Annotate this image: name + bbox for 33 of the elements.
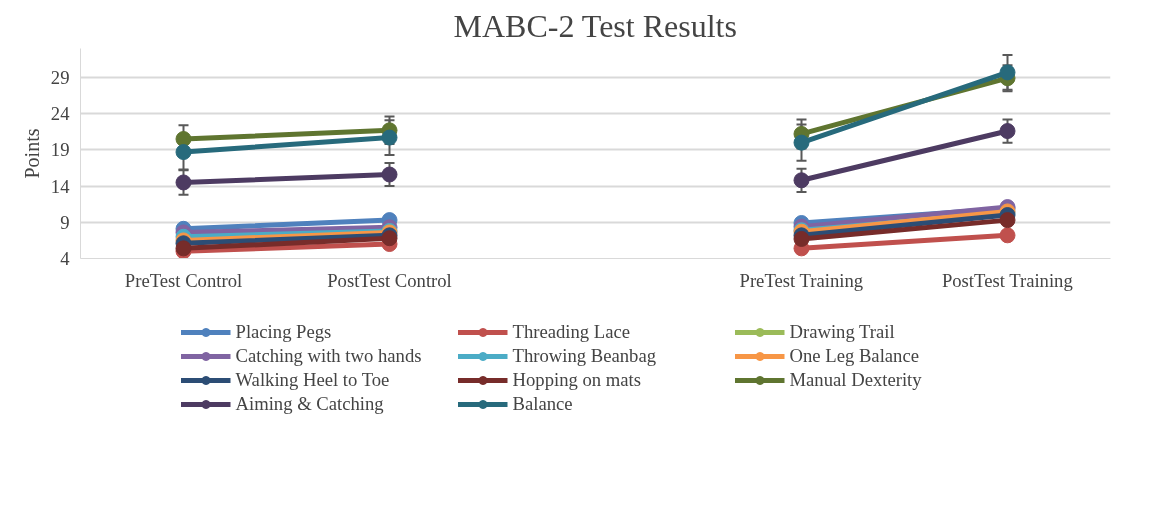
- x-tick-label: PreTest Training: [739, 269, 864, 291]
- legend-label: Walking Heel to Toe: [235, 369, 391, 391]
- legend-label: Drawing Trail: [789, 321, 896, 343]
- legend-label: Balance: [512, 393, 574, 415]
- legend-label: Hopping on mats: [512, 369, 643, 391]
- legend-label: One Leg Balance: [789, 345, 920, 367]
- point: [999, 227, 1016, 244]
- x-tick-label: PostTest Control: [327, 269, 452, 291]
- y-tick-label: 4: [60, 248, 71, 269]
- legend-label: Manual Dexterity: [789, 369, 923, 391]
- legend-label: Aiming & Catching: [235, 393, 385, 415]
- x-tick-label: PreTest Control: [124, 269, 243, 291]
- y-tick-label: 14: [50, 175, 71, 197]
- y-tick-label: 9: [60, 211, 70, 233]
- point: [999, 212, 1016, 229]
- x-tick-label: PostTest Training: [941, 269, 1073, 291]
- point: [793, 172, 810, 189]
- y-axis-title: Points: [20, 128, 43, 179]
- point: [999, 64, 1016, 81]
- point: [175, 174, 192, 191]
- chart-title: MABC-2 Test Results: [453, 7, 737, 44]
- legend-label: Placing Pegs: [235, 321, 333, 343]
- y-tick-label: 29: [50, 66, 70, 88]
- legend-label: Catching with two hands: [235, 345, 423, 367]
- legend-label: Throwing Beanbag: [512, 345, 657, 367]
- point: [793, 134, 810, 151]
- y-tick-label: 19: [50, 139, 70, 161]
- point: [999, 123, 1016, 140]
- y-tick-label: 24: [50, 103, 71, 125]
- point: [381, 166, 398, 183]
- point: [175, 144, 192, 161]
- point: [381, 129, 398, 146]
- legend-label: Threading Lace: [512, 321, 632, 343]
